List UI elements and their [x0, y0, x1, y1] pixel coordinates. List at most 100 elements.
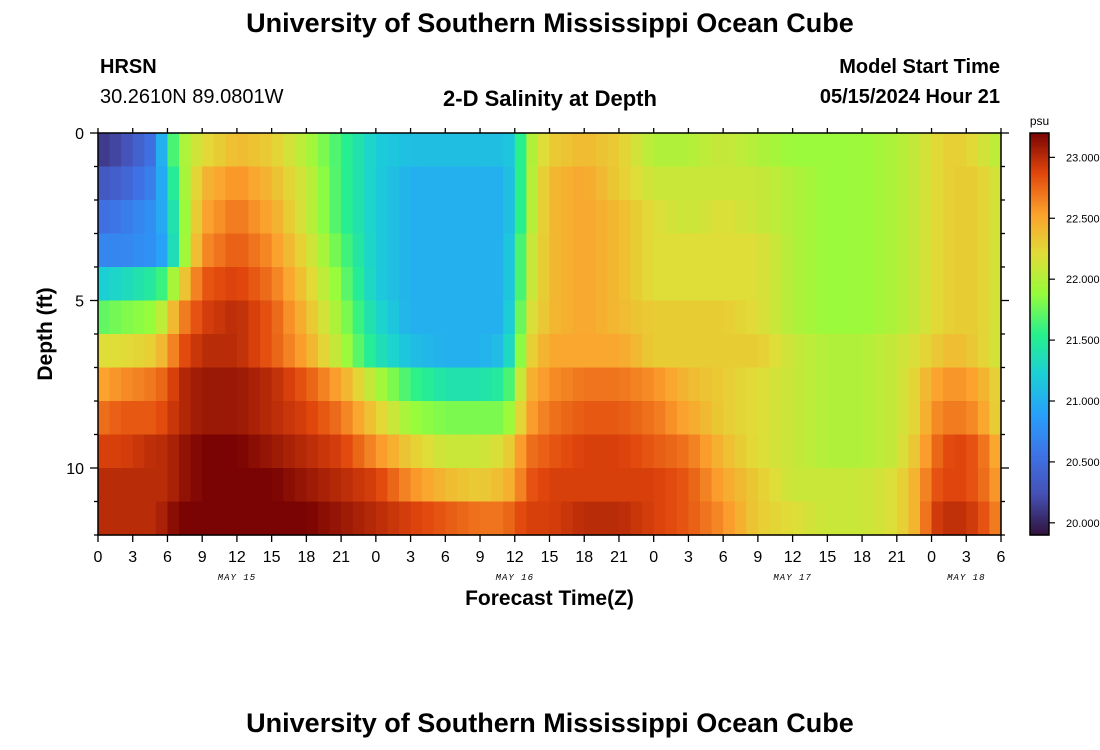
heatmap-cell [676, 401, 690, 436]
heatmap-cell [491, 267, 504, 302]
heatmap-cell [630, 401, 643, 436]
colorbar-segment [1030, 237, 1049, 241]
heatmap-cell [306, 401, 319, 436]
heatmap-cell [630, 233, 643, 268]
heatmap-cell [561, 334, 574, 369]
x-tick-label: 21 [332, 549, 350, 566]
heatmap-cell [190, 501, 203, 536]
heatmap-cell [352, 200, 365, 235]
heatmap-cell [630, 468, 643, 503]
heatmap-cell [132, 233, 145, 268]
heatmap-cell [503, 233, 516, 268]
heatmap-cell [144, 468, 157, 503]
heatmap-cell [676, 334, 690, 369]
heatmap-cell [850, 200, 863, 235]
colorbar-segment [1030, 211, 1049, 214]
x-tick-label: 0 [371, 549, 380, 566]
heatmap-cell [480, 200, 493, 235]
heatmap-cell [329, 367, 342, 402]
colorbar-segment [1030, 147, 1049, 150]
heatmap-cell [688, 133, 701, 168]
heatmap-cell [456, 200, 470, 235]
x-tick-label: 6 [719, 549, 728, 566]
heatmap-cell [132, 267, 145, 302]
heatmap-cell [792, 267, 805, 302]
colorbar-segment [1030, 472, 1049, 476]
heatmap-cell [977, 200, 991, 235]
heatmap-cell [202, 200, 215, 235]
heatmap-cell [294, 468, 307, 503]
heatmap-cell [850, 367, 863, 402]
heatmap-cell [167, 166, 180, 201]
heatmap-cell [850, 267, 863, 302]
heatmap-cell [642, 300, 655, 335]
heatmap-cell [433, 401, 446, 436]
colorbar-segment [1030, 303, 1049, 307]
heatmap-cell [121, 401, 134, 436]
heatmap-cell [584, 133, 597, 168]
heatmap-cell [248, 166, 261, 201]
heatmap-cell [549, 300, 562, 335]
heatmap-cell [908, 401, 921, 436]
heatmap-cell [271, 233, 284, 268]
colorbar-tick-label: 20.500 [1066, 457, 1100, 469]
heatmap-cell [248, 468, 261, 503]
heatmap-cell [792, 300, 805, 335]
colorbar-segment [1030, 412, 1049, 415]
heatmap-cell [468, 133, 481, 168]
heatmap-cell [700, 367, 713, 402]
heatmap-cell [734, 267, 747, 302]
heatmap-cell [236, 401, 250, 436]
x-tick-label: 9 [753, 549, 762, 566]
heatmap-cell [456, 300, 470, 335]
heatmap-cell [757, 166, 771, 201]
heatmap-cell [966, 200, 979, 235]
heatmap-cell [248, 334, 261, 369]
heatmap-cell [815, 233, 828, 268]
heatmap-cell [734, 367, 747, 402]
heatmap-cell [445, 501, 458, 536]
heatmap-cell [294, 267, 307, 302]
heatmap-cell [665, 434, 678, 469]
heatmap-cell [804, 233, 817, 268]
heatmap-cell [943, 133, 956, 168]
heatmap-cell [723, 166, 736, 201]
heatmap-cell [491, 468, 504, 503]
heatmap-cell [723, 501, 736, 536]
heatmap-cell [700, 166, 713, 201]
colorbar-segment [1030, 279, 1049, 283]
heatmap-cell [213, 133, 226, 168]
heatmap-cell [98, 401, 111, 436]
heatmap-cell [838, 367, 852, 402]
colorbar-segment [1030, 364, 1049, 367]
heatmap-cell [248, 401, 261, 436]
heatmap-cell [179, 133, 192, 168]
colorbar-segment [1030, 177, 1049, 180]
heatmap-cell [179, 200, 192, 235]
heatmap-cell [572, 233, 585, 268]
heatmap-cell [746, 233, 759, 268]
heatmap-cell [989, 300, 1002, 335]
heatmap-cell [294, 367, 307, 402]
heatmap-cell [202, 401, 215, 436]
heatmap-cell [491, 233, 504, 268]
heatmap-cell [456, 133, 470, 168]
colorbar-segment [1030, 422, 1049, 426]
heatmap-cell [734, 200, 747, 235]
heatmap-cell [653, 334, 666, 369]
heatmap-cell [873, 501, 886, 536]
heatmap-cell [850, 501, 863, 536]
colorbar-segment [1030, 271, 1049, 275]
heatmap-cell [213, 267, 226, 302]
colorbar-segment [1030, 460, 1049, 464]
heatmap-cell [98, 233, 111, 268]
heatmap-cell [468, 267, 481, 302]
heatmap-cell [896, 468, 909, 503]
heatmap-cell [294, 401, 307, 436]
heatmap-cell [665, 200, 678, 235]
heatmap-cell [862, 300, 875, 335]
colorbar-segment [1030, 418, 1049, 422]
heatmap-cell [630, 166, 643, 201]
heatmap-cell [862, 401, 875, 436]
heatmap-cell [283, 267, 296, 302]
